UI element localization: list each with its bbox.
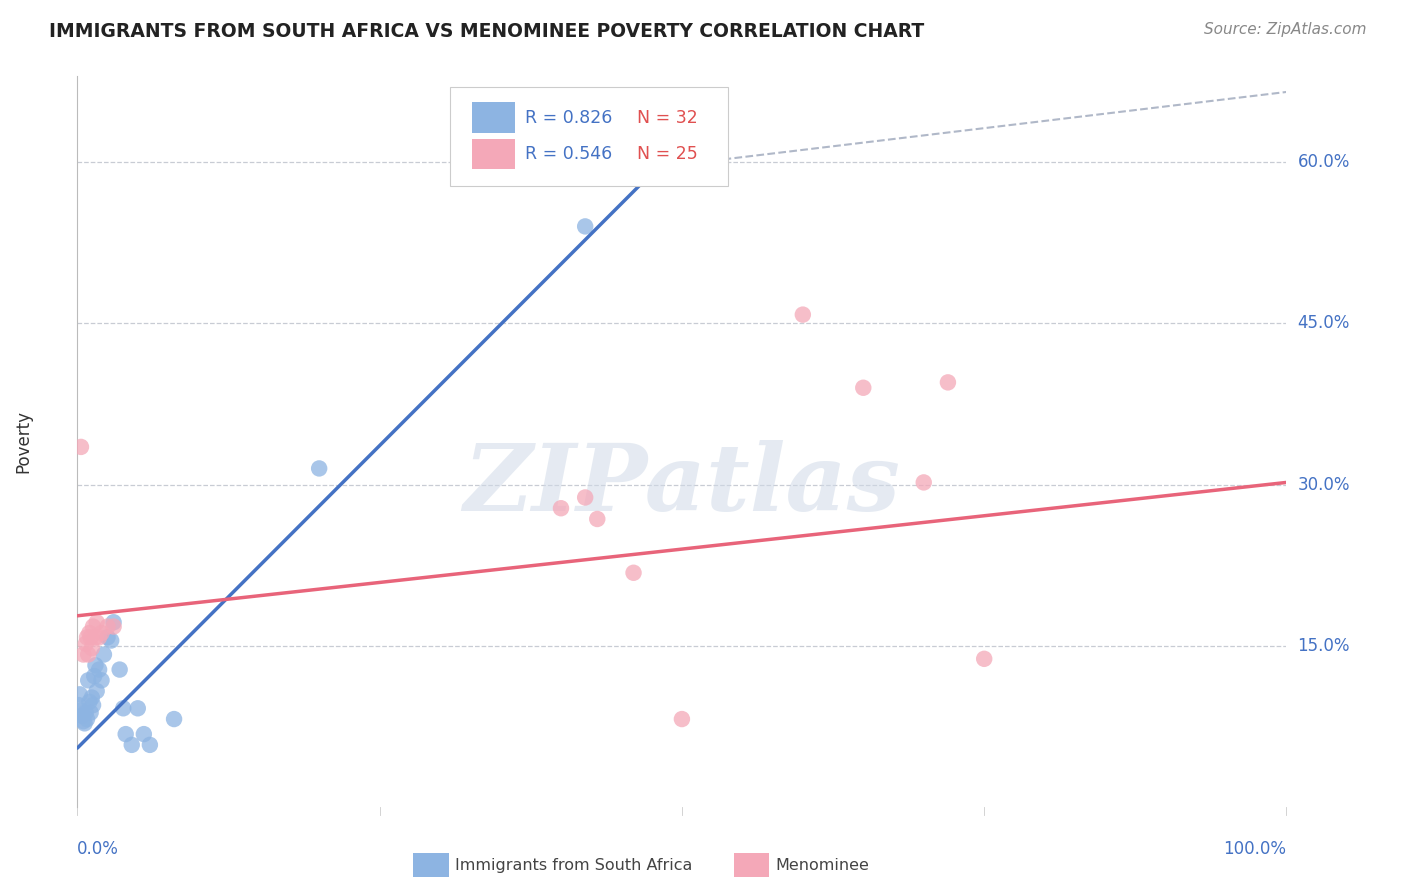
Point bbox=[93, 648, 115, 662]
FancyBboxPatch shape bbox=[413, 853, 449, 878]
Point bbox=[77, 648, 100, 662]
Point bbox=[96, 619, 118, 633]
Point bbox=[87, 630, 110, 644]
Point bbox=[308, 461, 330, 475]
Point bbox=[108, 663, 131, 677]
Text: IMMIGRANTS FROM SOUTH AFRICA VS MENOMINEE POVERTY CORRELATION CHART: IMMIGRANTS FROM SOUTH AFRICA VS MENOMINE… bbox=[49, 22, 925, 41]
Text: N = 32: N = 32 bbox=[637, 109, 697, 127]
FancyBboxPatch shape bbox=[734, 853, 769, 878]
Point bbox=[586, 512, 609, 526]
Point bbox=[114, 727, 136, 741]
Point bbox=[75, 637, 97, 651]
Text: 100.0%: 100.0% bbox=[1223, 840, 1286, 858]
Point bbox=[72, 714, 94, 729]
Point bbox=[973, 652, 995, 666]
Point bbox=[127, 701, 149, 715]
Point bbox=[82, 619, 104, 633]
Point bbox=[79, 695, 101, 709]
Point bbox=[69, 687, 91, 701]
Point bbox=[96, 630, 118, 644]
Text: 45.0%: 45.0% bbox=[1298, 314, 1350, 332]
Text: 0.0%: 0.0% bbox=[77, 840, 120, 858]
Point bbox=[550, 501, 572, 516]
Point bbox=[70, 440, 93, 454]
Text: N = 25: N = 25 bbox=[637, 145, 697, 163]
Point bbox=[75, 706, 97, 720]
Point bbox=[103, 619, 125, 633]
Point bbox=[79, 706, 101, 720]
Point bbox=[79, 626, 101, 640]
Point bbox=[574, 491, 596, 505]
FancyBboxPatch shape bbox=[471, 139, 515, 169]
Point bbox=[139, 738, 162, 752]
Text: Menominee: Menominee bbox=[775, 857, 869, 872]
Text: R = 0.826: R = 0.826 bbox=[524, 109, 612, 127]
Point bbox=[83, 669, 105, 683]
Point bbox=[70, 708, 93, 723]
Point bbox=[84, 630, 107, 644]
Point bbox=[121, 738, 143, 752]
Text: Poverty: Poverty bbox=[14, 410, 32, 473]
Text: Source: ZipAtlas.com: Source: ZipAtlas.com bbox=[1204, 22, 1367, 37]
Point bbox=[82, 698, 104, 712]
Point bbox=[84, 658, 107, 673]
Point bbox=[72, 648, 94, 662]
Point bbox=[792, 308, 814, 322]
Text: 60.0%: 60.0% bbox=[1298, 153, 1350, 171]
Point bbox=[76, 630, 98, 644]
Point bbox=[79, 630, 101, 644]
Point bbox=[80, 641, 103, 656]
Point bbox=[103, 615, 125, 630]
Point bbox=[86, 684, 108, 698]
Point bbox=[936, 376, 959, 390]
Point bbox=[574, 219, 596, 234]
FancyBboxPatch shape bbox=[450, 87, 728, 186]
Point bbox=[90, 673, 112, 688]
Point bbox=[80, 690, 103, 705]
FancyBboxPatch shape bbox=[471, 103, 515, 133]
Point bbox=[73, 716, 96, 731]
Point bbox=[163, 712, 186, 726]
Point bbox=[132, 727, 155, 741]
Point bbox=[77, 673, 100, 688]
Point bbox=[87, 663, 110, 677]
Point bbox=[100, 633, 122, 648]
Point bbox=[671, 712, 693, 726]
Point bbox=[70, 703, 93, 717]
Text: Immigrants from South Africa: Immigrants from South Africa bbox=[454, 857, 692, 872]
Point bbox=[76, 712, 98, 726]
Point bbox=[86, 615, 108, 630]
Point bbox=[623, 566, 645, 580]
Text: 30.0%: 30.0% bbox=[1298, 475, 1350, 493]
Text: 15.0%: 15.0% bbox=[1298, 637, 1350, 655]
Point bbox=[112, 701, 135, 715]
Text: R = 0.546: R = 0.546 bbox=[524, 145, 612, 163]
Point bbox=[90, 626, 112, 640]
Point bbox=[852, 381, 875, 395]
Point bbox=[67, 698, 90, 712]
Text: ZIPatlas: ZIPatlas bbox=[464, 441, 900, 531]
Point bbox=[912, 475, 935, 490]
